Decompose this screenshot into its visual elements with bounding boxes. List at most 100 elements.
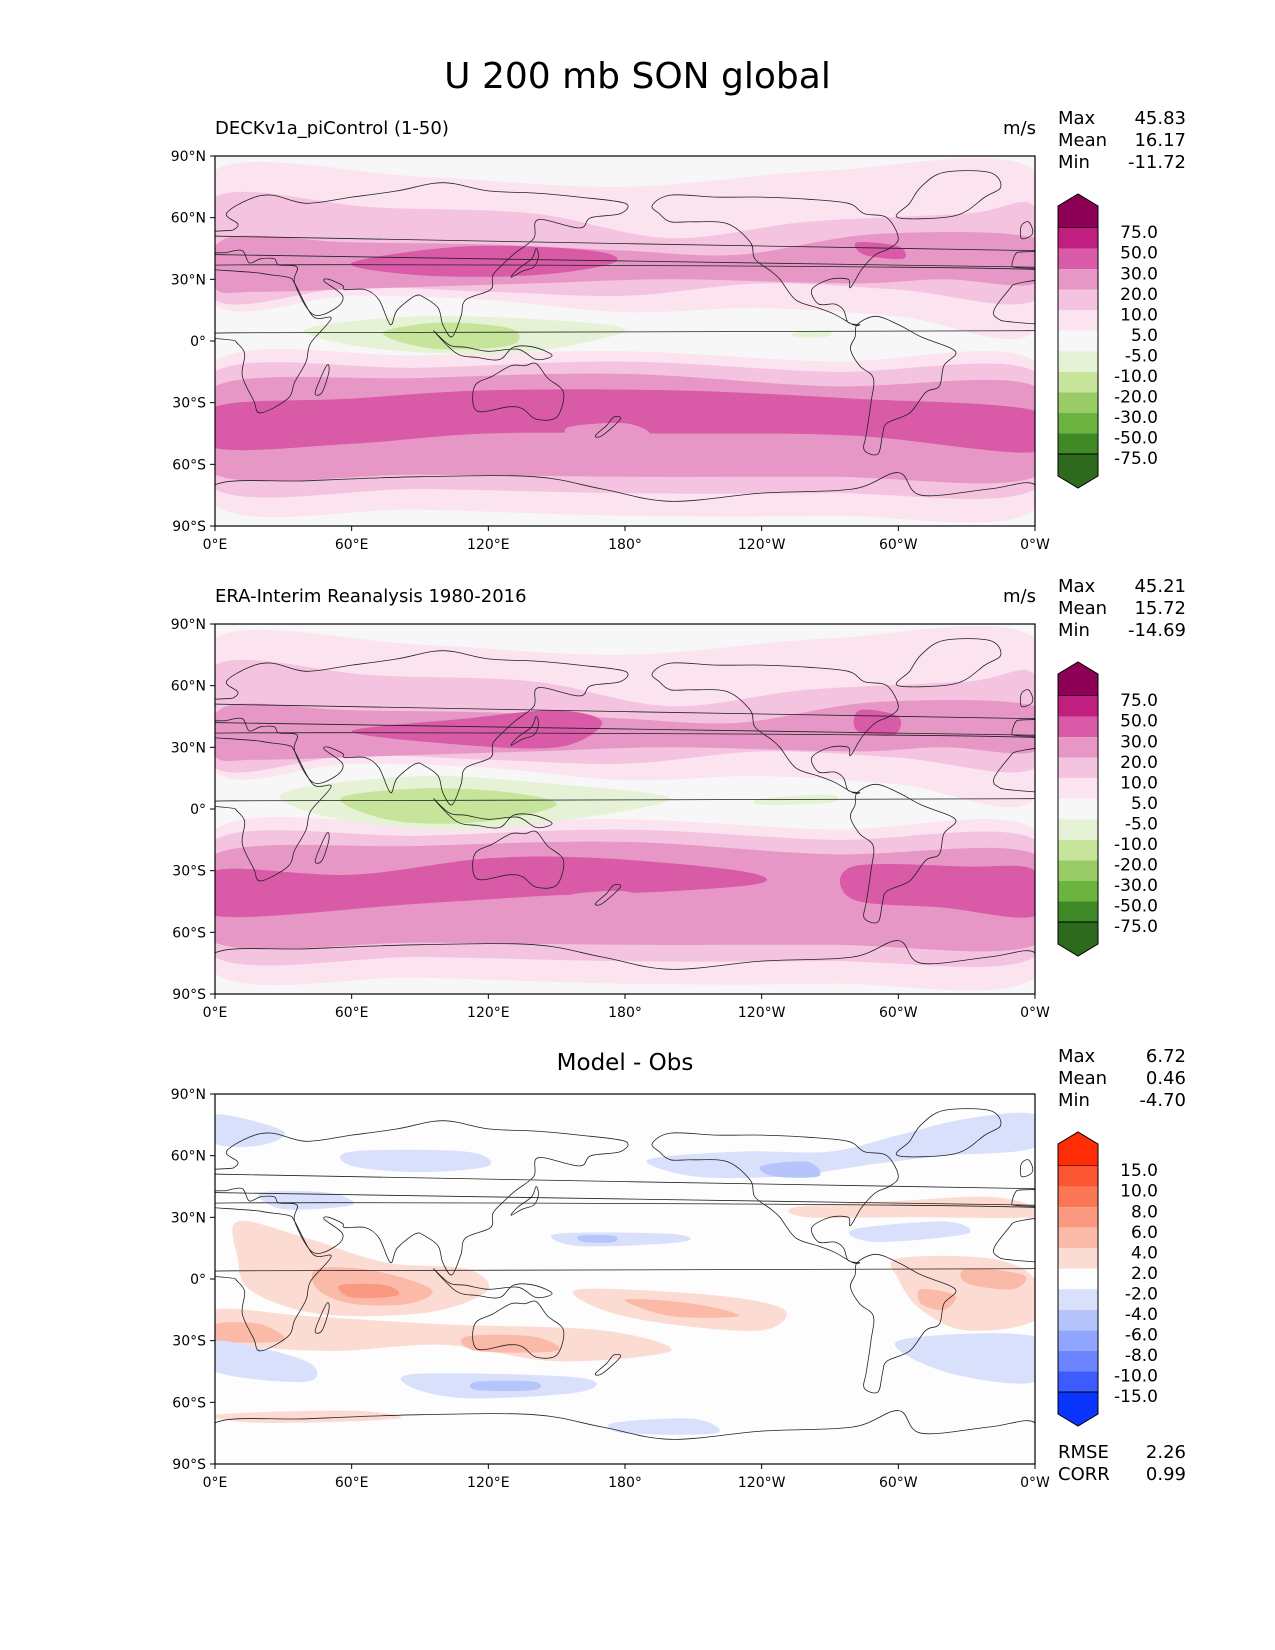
stat-min-value: -14.69: [1127, 620, 1186, 641]
panel-title: Model - Obs: [556, 1050, 694, 1076]
coastline-namerica: [651, 1132, 899, 1264]
lat-tick-label: 60°N: [171, 211, 206, 227]
colorbar-label: -15.0: [1114, 1387, 1158, 1407]
stat-min-label: Min: [1058, 1090, 1090, 1111]
coastline-japan: [510, 1186, 539, 1216]
colorbar-label: 5.0: [1131, 794, 1158, 814]
lat-tick-label: 60°N: [171, 679, 206, 695]
stat-min-label: Min: [1058, 620, 1090, 641]
panel-title: DECKv1a_piControl (1-50): [215, 118, 449, 139]
map-plot: 90°N 60°N 30°N 0° 30°S 60°S 90°S 0°E 60°E 120°E 18…: [171, 617, 1158, 1021]
lon-tick-label: 120°W: [738, 1005, 786, 1021]
colorbar-max-extension: [1057, 1131, 1099, 1167]
contour-region: [258, 1190, 354, 1210]
colorbar-segment: [1058, 1268, 1098, 1290]
colorbar-label: 2.0: [1131, 1264, 1158, 1284]
lat-tick-label: 0°: [190, 334, 206, 350]
contour-region: [215, 1322, 285, 1343]
coastline-namerica: [651, 194, 899, 326]
coastline-antarctica: [215, 1410, 1035, 1464]
contour-region: [577, 1235, 618, 1243]
colorbar-segment: [1058, 1330, 1098, 1351]
coastline-antarctica: [215, 940, 1035, 994]
colorbar-segment: [1058, 228, 1098, 249]
colorbar-label: -30.0: [1114, 876, 1158, 896]
lat-tick-label: 30°N: [171, 272, 206, 288]
contour-region: [383, 322, 520, 350]
lon-tick-label: 60°E: [335, 1475, 369, 1491]
colorbar-segment: [1058, 798, 1098, 820]
coastline-madagascar: [314, 364, 330, 396]
colorbar-min-extension: [1057, 453, 1099, 489]
colorbar-label: -30.0: [1114, 408, 1158, 428]
stat-mean-value: 0.46: [1145, 1068, 1186, 1089]
lon-tick-label: 60°E: [335, 1005, 369, 1021]
coastline-uk: [1019, 689, 1034, 708]
contour-region: [215, 856, 767, 918]
lon-tick-label: 180°: [608, 1005, 642, 1021]
rmse-value: 2.26: [1145, 1442, 1186, 1463]
colorbar-segment: [1058, 1207, 1098, 1228]
contour-region: [215, 1410, 402, 1424]
contour-region: [340, 1149, 492, 1173]
colorbar-label: 20.0: [1120, 753, 1158, 773]
colorbar-label: 20.0: [1120, 285, 1158, 305]
lat-tick-label: 30°S: [172, 396, 206, 412]
lon-tick-label: 180°: [608, 537, 642, 553]
colorbar-label: -75.0: [1114, 449, 1158, 469]
contour-region: [215, 389, 1035, 453]
lat-tick-label: 0°: [190, 802, 206, 818]
colorbar-label: 50.0: [1120, 244, 1158, 264]
colorbar-label: 10.0: [1120, 305, 1158, 325]
colorbar: 75.050.030.020.010.05.0-5.0-10.0-20.0-30…: [1057, 661, 1158, 957]
colorbar-segment: [1058, 248, 1098, 270]
coastline-indonesia: [433, 330, 553, 361]
coastline-eurasia: [215, 1120, 1035, 1276]
lon-tick-label: 0°E: [203, 537, 228, 553]
lat-tick-label: 30°S: [172, 1334, 206, 1350]
stat-mean-label: Mean: [1058, 1068, 1108, 1089]
stat-mean-value: 16.17: [1134, 130, 1186, 151]
lat-tick-label: 90°S: [172, 519, 206, 535]
colorbar-segment: [1058, 289, 1098, 311]
lon-tick-label: 0°W: [1020, 1005, 1050, 1021]
contour-region: [338, 1283, 400, 1299]
colorbar-max-extension: [1057, 661, 1099, 697]
coastline-greenland: [895, 170, 1002, 220]
contour-region: [215, 1094, 1035, 1464]
lat-tick-label: 90°N: [171, 617, 206, 633]
colorbar: 75.050.030.020.010.05.0-5.0-10.0-20.0-30…: [1057, 193, 1158, 489]
contour-region: [215, 1340, 318, 1383]
colorbar-label: -10.0: [1114, 835, 1158, 855]
lon-tick-label: 120°W: [738, 537, 786, 553]
colorbar-label: 10.0: [1120, 1182, 1158, 1202]
contour-region: [788, 1196, 1035, 1219]
lon-tick-label: 0°E: [203, 1475, 228, 1491]
lon-tick-label: 0°W: [1020, 1475, 1050, 1491]
contour-region: [215, 1114, 285, 1148]
lon-tick-label: 120°W: [738, 1475, 786, 1491]
lat-tick-label: 90°S: [172, 1457, 206, 1473]
colorbar-segment: [1058, 901, 1098, 922]
coastline-indonesia: [433, 798, 553, 829]
lon-tick-label: 60°W: [879, 1005, 918, 1021]
contour-region: [753, 794, 839, 806]
contour-field: [215, 1094, 1035, 1464]
coastline-japan: [510, 248, 539, 278]
stat-max-value: 6.72: [1145, 1046, 1186, 1067]
coastline-indonesia: [433, 1268, 553, 1299]
coastline-antarctica: [215, 472, 1035, 526]
colorbar-label: -6.0: [1125, 1326, 1158, 1346]
lat-tick-label: 90°N: [171, 149, 206, 165]
coastline-madagascar: [314, 832, 330, 864]
colorbar-segment: [1058, 1248, 1098, 1269]
contour-region: [460, 1334, 560, 1353]
colorbar-label: -20.0: [1114, 388, 1158, 408]
stat-max-value: 45.21: [1134, 576, 1186, 597]
colorbar-segment: [1058, 310, 1098, 331]
panel-units: m/s: [1003, 586, 1036, 607]
colorbar-label: -10.0: [1114, 367, 1158, 387]
contour-region: [624, 1298, 740, 1318]
colorbar-segment: [1058, 412, 1098, 434]
panel-difference: Model - Obs Max 6.72 Mean 0.46 Min -4.70 RM…: [0, 1046, 1275, 1506]
